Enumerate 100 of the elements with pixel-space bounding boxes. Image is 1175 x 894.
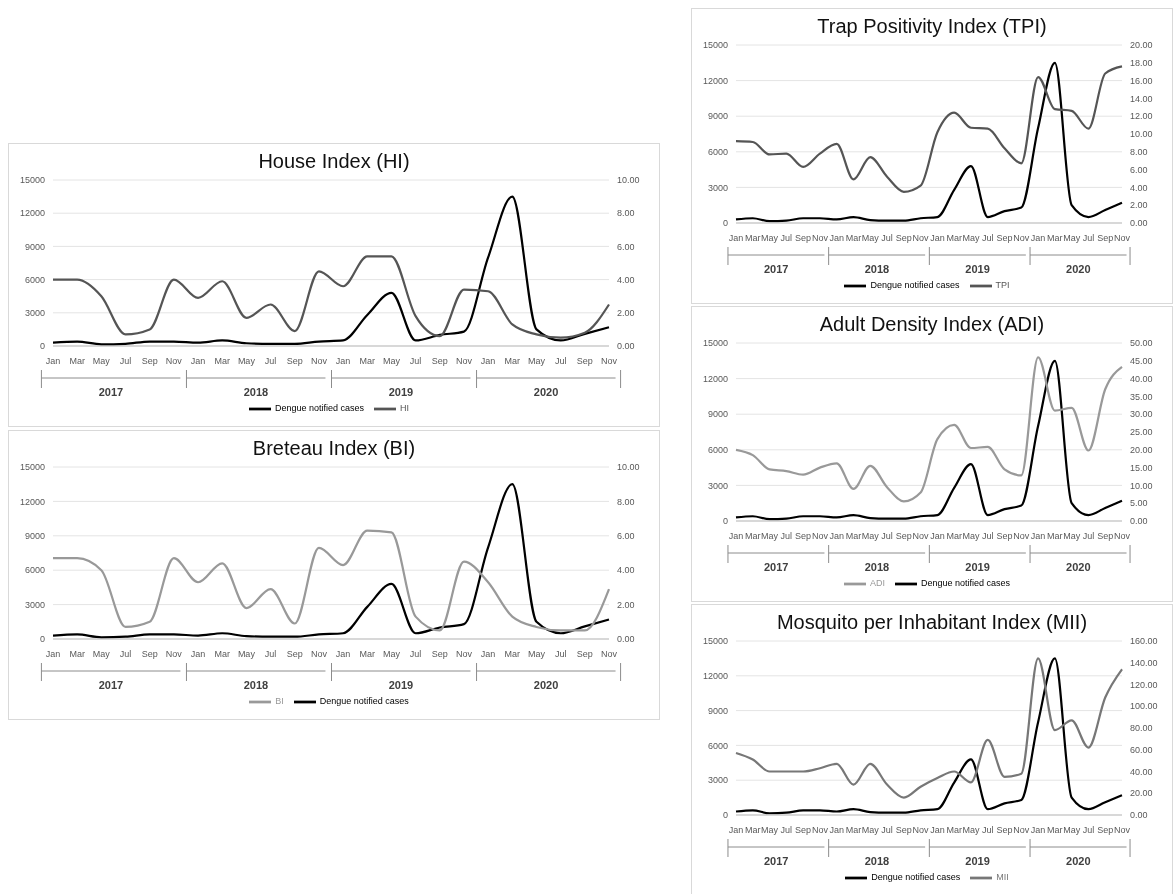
y-tick-label: 12000 [702,670,728,681]
y2-tick-label: 0.00 [617,341,635,352]
x-tick-label: Nov [912,233,930,243]
y-tick-label: 9000 [707,705,728,716]
x-tick-label: Jan [930,531,945,541]
y2-tick-label: 25.00 [1130,427,1153,438]
x-tick-label: Mar [845,233,862,243]
x-tick-label: Jul [1082,531,1095,541]
y-tick-label: 9000 [24,530,45,541]
y-tick-label: 0 [722,218,728,229]
chart-title: Breteau Index (BI) [251,437,417,460]
y-tick-label: 15000 [19,462,45,473]
x-tick-label: Nov [912,531,930,541]
x-tick-label: Sep [286,356,303,366]
x-tick-label: Jul [409,649,422,659]
legend-label: Dengue notified cases [920,578,1011,589]
x-tick-label: Mar [946,233,962,243]
x-tick-label: Jul [409,356,422,366]
y-tick-label: 3000 [707,480,728,491]
legend-label: Dengue notified cases [871,872,961,883]
legend-label: Dengue notified cases [319,696,409,707]
x-tick-label: Nov [1013,825,1030,835]
y-tick-label: 12000 [702,373,728,384]
y2-tick-label: 20.00 [1130,444,1153,455]
x-tick-label: Nov [1113,825,1131,835]
text: 2017 [763,855,789,867]
x-tick-label: Sep [895,531,912,541]
x-tick-label: Jul [780,233,793,243]
x-tick-label: Nov [811,233,829,243]
x-tick-label: Nov [1013,233,1030,243]
text: 2019 [965,855,990,867]
x-tick-label: Jul [981,825,994,835]
y2-tick-label: 16.00 [1130,75,1153,86]
text: 2018 [243,386,269,398]
legend-label: Dengue notified cases [274,403,365,414]
x-tick-label: Jul [554,356,567,366]
x-tick-label: May [237,356,256,366]
x-tick-label: May [1063,825,1081,835]
x-tick-label: Jul [881,825,893,835]
x-tick-label: Jul [264,356,277,366]
y2-tick-label: 6.00 [617,241,635,252]
x-tick-label: Sep [996,531,1013,541]
y-tick-label: 3000 [24,599,45,610]
text: 2020 [1066,855,1091,867]
y2-tick-label: 6.00 [617,530,635,541]
x-tick-label: Mar [745,531,761,541]
x-tick-label: May [382,649,401,659]
y2-tick-label: 15.00 [1130,462,1153,473]
x-tick-label: Jul [981,233,994,243]
y2-tick-label: 120.00 [1130,679,1158,690]
y-tick-label: 0 [39,341,45,352]
x-tick-label: May [962,825,980,835]
x-tick-label: Jul [119,356,132,366]
x-tick-label: May [237,649,256,659]
x-tick-label: Sep [431,356,448,366]
chart-title: House Index (HI) [257,150,411,173]
x-tick-label: Mar [69,356,85,366]
x-tick-label: Sep [141,649,158,659]
x-tick-label: Jan [1030,825,1046,835]
y-tick-label: 15000 [702,40,728,51]
x-tick-label: Jan [930,825,945,835]
text: 2017 [763,561,789,573]
y2-tick-label: 0.00 [1130,218,1148,229]
x-tick-label: Jan [1030,233,1046,243]
text: 2020 [1066,263,1091,275]
x-tick-label: Sep [795,233,812,243]
y-tick-label: 12000 [702,75,728,86]
y2-tick-label: 14.00 [1130,93,1153,104]
x-tick-label: May [527,356,546,366]
x-tick-label: Sep [576,649,593,659]
y2-tick-label: 4.00 [617,274,635,285]
x-tick-label: Jul [554,649,567,659]
y-tick-label: 6000 [24,565,45,576]
y-tick-label: 0 [722,810,728,821]
x-tick-label: Sep [895,825,912,835]
x-tick-label: Nov [165,356,183,366]
x-tick-label: Jan [1030,531,1046,541]
x-tick-label: May [92,649,111,659]
x-tick-label: Mar [845,825,862,835]
line-series [51,195,611,346]
x-tick-label: Jul [981,531,994,541]
y-tick-label: 3000 [707,182,728,193]
x-tick-label: Nov [600,356,618,366]
x-tick-label: Jan [829,531,844,541]
y-tick-label: 9000 [707,111,728,122]
y2-tick-label: 12.00 [1130,111,1153,122]
x-tick-label: May [962,233,980,243]
x-tick-label: Nov [1013,531,1030,541]
x-tick-label: Jul [881,531,893,541]
text: 2018 [243,679,269,691]
x-tick-label: Sep [1097,825,1114,835]
y2-tick-label: 5.00 [1130,498,1148,509]
y2-tick-label: 20.00 [1130,788,1153,799]
x-tick-label: Jan [728,531,744,541]
x-tick-label: Nov [811,825,829,835]
legend-label: Dengue notified cases [870,280,960,291]
line-series [51,255,611,339]
x-tick-label: Nov [310,356,328,366]
y2-tick-label: 10.00 [617,462,640,473]
y-tick-label: 3000 [24,307,45,318]
